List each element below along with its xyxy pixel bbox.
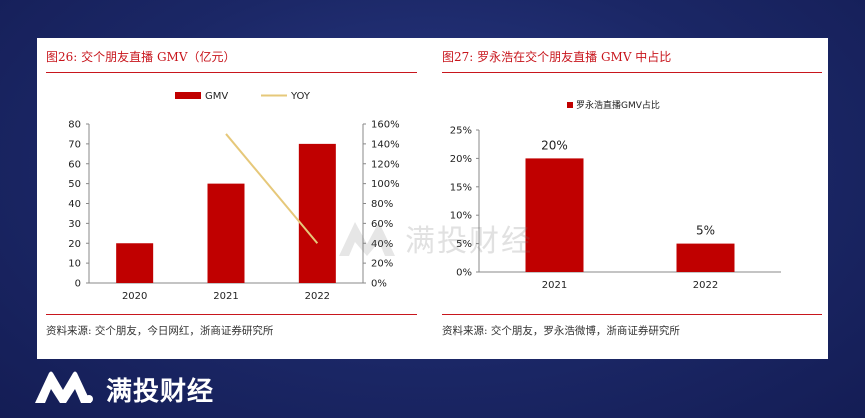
y2-tick-label: 40% (371, 239, 393, 250)
y-tick-label: 20% (450, 154, 472, 165)
legend-gmv-label: GMV (205, 91, 228, 102)
brand-footer: 满投财经 (34, 370, 215, 408)
watermark-logo-icon (337, 218, 407, 262)
y-tick-label: 5% (456, 239, 472, 250)
gmv-chart-title: 图26: 交个朋友直播 GMV（亿元） (46, 50, 236, 64)
y2-tick-label: 60% (371, 219, 393, 230)
y-tick-label: 0% (456, 268, 472, 279)
legend-gmv-swatch (175, 92, 201, 99)
y-tick-label: 80 (68, 120, 81, 131)
share-bar-2022 (676, 243, 735, 272)
x-tick-label: 2021 (213, 291, 238, 302)
share-chart-panel: 图27: 罗永浩在交个朋友直播 GMV 中占比 罗永浩直播GMV占比 0% 5% 10… (433, 38, 828, 359)
legend-share-label: 罗永浩直播GMV占比 (576, 99, 660, 111)
y-tick-label: 25% (450, 126, 472, 137)
y-tick-label: 30 (68, 219, 81, 230)
y-tick-label: 20 (68, 239, 81, 250)
x-tick-label: 2022 (305, 291, 330, 302)
gmv-chart-source: 资料来源: 交个朋友，今日网红，浙商证券研究所 (46, 325, 274, 337)
share-chart-title: 图27: 罗永浩在交个朋友直播 GMV 中占比 (442, 50, 672, 64)
share-chart-source: 资料来源: 交个朋友，罗永浩微博，浙商证券研究所 (442, 325, 680, 337)
y2-tick-label: 0% (371, 279, 387, 290)
share-bar-2021 (525, 158, 584, 272)
gmv-bar-2021 (207, 183, 245, 283)
x-tick-label: 2022 (693, 280, 718, 291)
y-tick-label: 10 (68, 259, 81, 270)
share-chart: 罗永浩直播GMV占比 0% 5% 10% 15% 20% 25% 20% 2021 5% 2022 (450, 99, 781, 291)
data-label: 5% (696, 224, 715, 238)
y-tick-label: 15% (450, 182, 472, 193)
y2-tick-label: 100% (371, 179, 400, 190)
source-rule (442, 314, 822, 315)
y2-tick-label: 160% (371, 120, 400, 131)
gmv-chart-panel: 图26: 交个朋友直播 GMV（亿元） GMV YOY 0 10 20 30 40 50 60 7… (37, 38, 423, 359)
title-rule (442, 72, 822, 73)
data-label: 20% (541, 138, 568, 152)
x-tick-label: 2020 (122, 291, 147, 302)
brand-name: 满投财经 (106, 376, 215, 407)
mt-logo-icon (34, 370, 96, 408)
gmv-bar-2022 (298, 143, 336, 283)
report-card: 图26: 交个朋友直播 GMV（亿元） GMV YOY 0 10 20 30 40 50 60 7… (37, 38, 828, 359)
legend-share-swatch (567, 102, 573, 108)
y-tick-label: 60 (68, 159, 81, 170)
y-tick-label: 10% (450, 211, 472, 222)
x-tick-label: 2021 (542, 280, 567, 291)
y-tick-label: 70 (68, 139, 81, 150)
y-tick-label: 0 (75, 279, 81, 290)
y2-tick-label: 80% (371, 199, 393, 210)
y2-tick-label: 20% (371, 259, 393, 270)
gmv-bar-2020 (116, 243, 154, 283)
y-tick-label: 40 (68, 199, 81, 210)
y2-tick-label: 140% (371, 139, 400, 150)
source-rule (46, 314, 417, 315)
title-rule (46, 72, 417, 73)
yoy-line (225, 133, 319, 244)
legend-yoy-label: YOY (290, 91, 311, 102)
y-tick-label: 50 (68, 179, 81, 190)
y2-tick-label: 120% (371, 159, 400, 170)
gmv-chart: GMV YOY 0 10 20 30 40 50 60 70 80 0% 20% 40% 60% 80% 100… (68, 91, 400, 302)
